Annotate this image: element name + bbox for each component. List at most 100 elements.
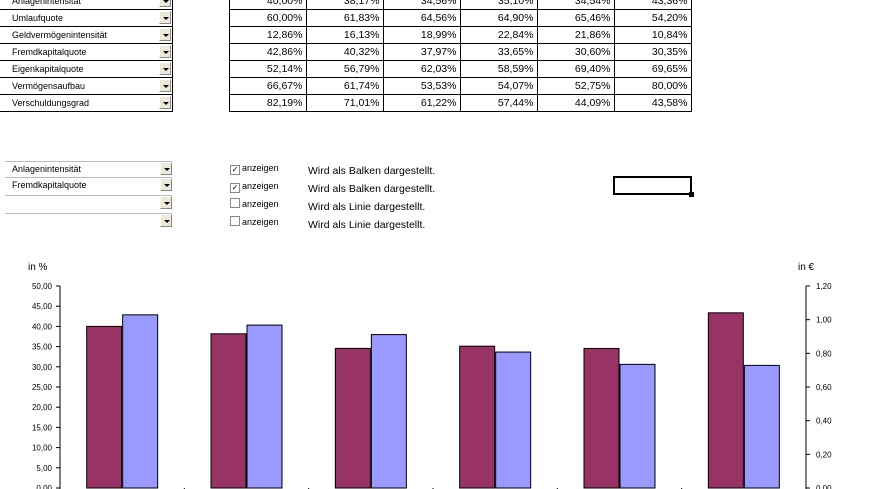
row-label-cell[interactable]: Vermögensaufbau bbox=[0, 77, 173, 95]
checkbox-icon[interactable]: ✓ bbox=[230, 183, 240, 193]
show-checkbox-4[interactable]: anzeigen bbox=[230, 216, 279, 228]
value-cell[interactable]: 61,83% bbox=[305, 9, 384, 27]
selected-cell[interactable] bbox=[613, 176, 694, 197]
checkbox-label: anzeigen bbox=[242, 199, 279, 209]
bar bbox=[583, 347, 620, 489]
dropdown-arrow-icon[interactable] bbox=[158, 11, 171, 24]
value-cell[interactable]: 33,65% bbox=[459, 43, 538, 61]
value-cell[interactable]: 57,44% bbox=[459, 94, 538, 112]
row-label-cell[interactable]: Umlaufquote bbox=[0, 9, 173, 27]
dropdown-arrow-icon[interactable] bbox=[160, 178, 172, 191]
row-label-cell[interactable]: Verschuldungsgrad bbox=[0, 94, 173, 112]
bar bbox=[122, 314, 159, 489]
value-cell[interactable]: 61,22% bbox=[382, 94, 461, 112]
bar bbox=[459, 345, 496, 489]
value-cell[interactable]: 60,00% bbox=[228, 9, 307, 27]
left-tick-label: 0,00 bbox=[36, 484, 52, 489]
left-tick-label: 25,00 bbox=[32, 383, 53, 392]
checkbox-icon[interactable]: ✓ bbox=[230, 165, 240, 175]
dropdown-arrow-icon[interactable] bbox=[158, 79, 171, 92]
value-cell[interactable]: 40,32% bbox=[305, 43, 384, 61]
indicator-select-4[interactable] bbox=[5, 213, 172, 228]
value-cell[interactable]: 30,35% bbox=[613, 43, 692, 61]
value-cell[interactable]: 52,14% bbox=[228, 60, 307, 78]
row-label-cell[interactable]: Fremdkapitalquote bbox=[0, 43, 173, 61]
value-cell[interactable]: 30,60% bbox=[536, 43, 615, 61]
left-tick-label: 20,00 bbox=[32, 403, 53, 412]
value-cell[interactable]: 58,59% bbox=[459, 60, 538, 78]
checkbox-icon[interactable] bbox=[230, 198, 240, 208]
show-checkbox-3[interactable]: anzeigen bbox=[230, 198, 279, 210]
value-cell[interactable]: 43,58% bbox=[613, 94, 692, 112]
value-cell[interactable]: 71,01% bbox=[305, 94, 384, 112]
value-cell[interactable]: 82,19% bbox=[228, 94, 307, 112]
left-tick-label: 10,00 bbox=[32, 444, 53, 453]
indicator-select-value: Anlagenintensität bbox=[12, 164, 82, 174]
right-tick-label: 0,80 bbox=[816, 349, 832, 358]
table-row: Verschuldungsgrad 82,19% 71,01% 61,22% 57,44… bbox=[0, 94, 692, 112]
value-cell[interactable]: 16,13% bbox=[305, 26, 384, 44]
value-cell[interactable]: 62,03% bbox=[382, 60, 461, 78]
checkbox-icon[interactable] bbox=[230, 216, 240, 226]
row-label-cell[interactable]: Anlagenintensität bbox=[0, 0, 173, 10]
value-cell[interactable]: 61,74% bbox=[305, 77, 384, 95]
dropdown-arrow-icon[interactable] bbox=[158, 62, 171, 75]
value-cell[interactable]: 18,99% bbox=[382, 26, 461, 44]
right-tick-label: 0,40 bbox=[816, 417, 832, 426]
value-cell[interactable]: 38,17% bbox=[305, 0, 384, 10]
empty-cell[interactable] bbox=[171, 94, 229, 112]
value-cell[interactable]: 37,97% bbox=[382, 43, 461, 61]
show-checkbox-2[interactable]: ✓ anzeigen bbox=[230, 180, 279, 193]
value-cell[interactable]: 56,79% bbox=[305, 60, 384, 78]
dropdown-arrow-icon[interactable] bbox=[160, 162, 172, 175]
dropdown-arrow-icon[interactable] bbox=[160, 196, 172, 209]
empty-cell[interactable] bbox=[171, 0, 229, 10]
empty-cell[interactable] bbox=[171, 43, 229, 61]
show-checkbox-1[interactable]: ✓ anzeigen bbox=[230, 162, 279, 175]
value-cell[interactable]: 10,84% bbox=[613, 26, 692, 44]
row-label-cell[interactable]: Eigenkapitalquote bbox=[0, 60, 173, 78]
value-cell[interactable]: 54,20% bbox=[613, 9, 692, 27]
value-cell[interactable]: 80,00% bbox=[613, 77, 692, 95]
dropdown-arrow-icon[interactable] bbox=[158, 45, 171, 58]
left-tick-label: 30,00 bbox=[32, 363, 53, 372]
value-cell[interactable]: 65,46% bbox=[536, 9, 615, 27]
value-cell[interactable]: 43,36% bbox=[613, 0, 692, 10]
right-tick-label: 1,00 bbox=[816, 316, 832, 325]
value-cell[interactable]: 34,56% bbox=[382, 0, 461, 10]
row-label: Geldvermögenintensität bbox=[12, 30, 108, 40]
value-cell[interactable]: 42,86% bbox=[228, 43, 307, 61]
value-cell[interactable]: 12,86% bbox=[228, 26, 307, 44]
value-cell[interactable]: 21,86% bbox=[536, 26, 615, 44]
value-cell[interactable]: 64,56% bbox=[382, 9, 461, 27]
value-cell[interactable]: 52,75% bbox=[536, 77, 615, 95]
value-cell[interactable]: 53,53% bbox=[382, 77, 461, 95]
dropdown-arrow-icon[interactable] bbox=[160, 214, 172, 227]
indicator-select-1[interactable]: Anlagenintensität bbox=[5, 161, 172, 176]
bar bbox=[707, 312, 744, 489]
empty-cell[interactable] bbox=[171, 60, 229, 78]
value-cell[interactable]: 34,54% bbox=[536, 0, 615, 10]
value-cell[interactable]: 66,67% bbox=[228, 77, 307, 95]
checkbox-label: anzeigen bbox=[242, 181, 279, 191]
dropdown-arrow-icon[interactable] bbox=[158, 96, 171, 109]
right-tick-label: 0,60 bbox=[816, 383, 832, 392]
value-cell[interactable]: 69,40% bbox=[536, 60, 615, 78]
dropdown-arrow-icon[interactable] bbox=[158, 0, 171, 7]
dropdown-arrow-icon[interactable] bbox=[158, 28, 171, 41]
indicator-select-3[interactable] bbox=[5, 195, 172, 210]
empty-cell[interactable] bbox=[171, 9, 229, 27]
row-label-cell[interactable]: Geldvermögenintensität bbox=[0, 26, 173, 44]
value-cell[interactable]: 40,00% bbox=[228, 0, 307, 10]
value-cell[interactable]: 35,10% bbox=[459, 0, 538, 10]
value-cell[interactable]: 44,09% bbox=[536, 94, 615, 112]
value-cell[interactable]: 54,07% bbox=[459, 77, 538, 95]
value-cell[interactable]: 69,65% bbox=[613, 60, 692, 78]
table-row: Vermögensaufbau 66,67% 61,74% 53,53% 54,07% 5… bbox=[0, 77, 692, 95]
indicator-select-2[interactable]: Fremdkapitalquote bbox=[5, 177, 172, 192]
value-cell[interactable]: 64,90% bbox=[459, 9, 538, 27]
empty-cell[interactable] bbox=[171, 77, 229, 95]
empty-cell[interactable] bbox=[171, 26, 229, 44]
bar bbox=[495, 351, 532, 489]
value-cell[interactable]: 22,84% bbox=[459, 26, 538, 44]
